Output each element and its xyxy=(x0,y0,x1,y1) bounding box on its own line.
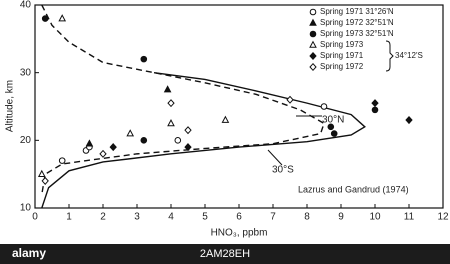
legend-bracket xyxy=(385,40,394,72)
marker xyxy=(371,99,379,108)
legend-marker xyxy=(309,40,317,48)
marker xyxy=(126,129,135,137)
legend-marker xyxy=(309,51,317,61)
y-axis-label: Altitude, km xyxy=(5,80,16,132)
marker xyxy=(140,55,148,63)
x-tick-label: 6 xyxy=(236,212,242,223)
x-tick-label: 11 xyxy=(404,212,415,223)
marker xyxy=(85,139,94,147)
y-tick-label: 40 xyxy=(20,0,32,11)
marker xyxy=(109,143,117,152)
marker xyxy=(405,115,413,125)
legend-group-label: 34°12'S xyxy=(395,51,423,60)
marker xyxy=(221,115,230,123)
x-tick-label: 2 xyxy=(100,212,106,223)
x-tick-label: 1 xyxy=(66,212,72,223)
x-tick-label: 3 xyxy=(134,212,140,223)
y-tick-label: 30 xyxy=(20,67,32,78)
legend-label: Spring 1972 xyxy=(320,62,364,71)
marker xyxy=(174,137,182,144)
curve xyxy=(41,71,366,209)
x-axis-label: HNO₃, ppbm xyxy=(211,228,268,239)
x-tick-label: 10 xyxy=(369,212,381,223)
x-tick-label: 5 xyxy=(202,212,208,223)
marker xyxy=(286,95,294,104)
x-tick-label: 0 xyxy=(32,212,38,223)
y-tick-label: 20 xyxy=(20,135,32,146)
marker xyxy=(41,176,49,185)
marker xyxy=(58,157,66,164)
legend-label: Spring 1971 31°26'N xyxy=(320,7,394,16)
legend-label: Spring 1971 xyxy=(320,51,364,60)
curve xyxy=(41,4,325,195)
legend-label: Spring 1972 32°51'N xyxy=(320,18,394,27)
marker xyxy=(184,143,192,152)
watermark-brand: alamy xyxy=(12,246,46,260)
watermark-id: 2AM28EH xyxy=(200,248,250,260)
marker xyxy=(320,103,328,110)
legend-marker xyxy=(309,30,317,38)
legend-marker xyxy=(309,18,317,26)
marker xyxy=(371,106,379,114)
legend-marker xyxy=(309,8,317,16)
marker xyxy=(167,99,175,108)
x-tick-label: 8 xyxy=(304,212,310,223)
x-tick-label: 4 xyxy=(168,212,174,223)
legend-label: Spring 1973 xyxy=(320,40,364,49)
y-tick-label: 10 xyxy=(20,203,32,214)
marker xyxy=(163,85,172,93)
marker xyxy=(184,126,192,135)
x-tick-label: 7 xyxy=(270,212,276,223)
marker xyxy=(99,149,107,158)
marker xyxy=(327,123,335,131)
legend-label: Spring 1973 32°51'N xyxy=(320,29,394,38)
marker xyxy=(140,137,148,144)
marker xyxy=(58,14,67,22)
x-tick-label: 12 xyxy=(437,212,449,223)
legend-marker xyxy=(309,62,317,72)
marker xyxy=(41,15,49,22)
marker xyxy=(330,130,338,137)
watermark-bar xyxy=(0,244,450,264)
annotation: 30°S xyxy=(272,165,294,176)
annotation: 30°N xyxy=(322,115,344,126)
x-tick-label: 9 xyxy=(338,212,344,223)
pointer xyxy=(267,149,283,166)
annotation: Lazrus and Gandrud (1974) xyxy=(298,184,409,194)
marker xyxy=(37,169,46,177)
marker xyxy=(167,119,175,127)
